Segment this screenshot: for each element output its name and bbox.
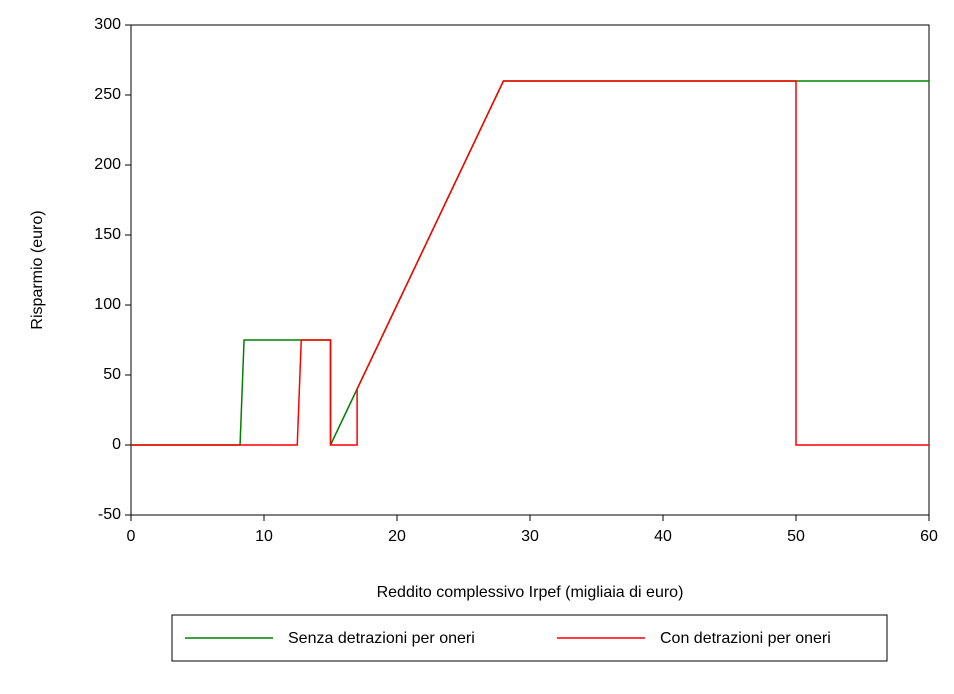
y-tick-label: -50 <box>98 506 121 523</box>
y-tick-label: 150 <box>94 226 121 243</box>
legend-label: Con detrazioni per oneri <box>660 630 831 647</box>
x-tick-label: 10 <box>255 528 273 545</box>
y-axis-label: Risparmio (euro) <box>29 210 46 329</box>
y-tick-label: 0 <box>112 436 121 453</box>
y-tick-label: 200 <box>94 156 121 173</box>
x-axis-label: Reddito complessivo Irpef (migliaia di e… <box>377 584 684 601</box>
series-line <box>131 80 929 446</box>
plot-frame <box>130 24 930 516</box>
y-tick-label: 250 <box>94 86 121 103</box>
x-tick-label: 30 <box>521 528 539 545</box>
x-tick-label: 40 <box>654 528 672 545</box>
x-tick-label: 0 <box>127 528 136 545</box>
y-tick-label: 50 <box>103 366 121 383</box>
x-tick-label: 60 <box>920 528 938 545</box>
legend-label: Senza detrazioni per oneri <box>288 630 475 647</box>
x-tick-label: 50 <box>787 528 805 545</box>
y-tick-label: 100 <box>94 296 121 313</box>
series-line <box>131 80 929 446</box>
legend-box <box>171 614 888 662</box>
x-tick-label: 20 <box>388 528 406 545</box>
y-tick-label: 300 <box>94 16 121 33</box>
